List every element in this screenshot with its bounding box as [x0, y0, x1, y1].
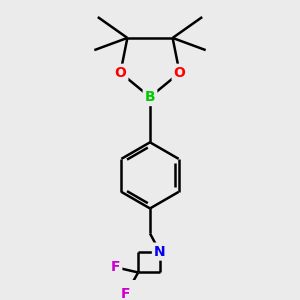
Text: F: F [111, 260, 120, 274]
Text: N: N [154, 244, 166, 259]
Text: F: F [121, 287, 131, 300]
Text: O: O [174, 66, 185, 80]
Text: B: B [145, 90, 155, 104]
Text: O: O [115, 66, 126, 80]
